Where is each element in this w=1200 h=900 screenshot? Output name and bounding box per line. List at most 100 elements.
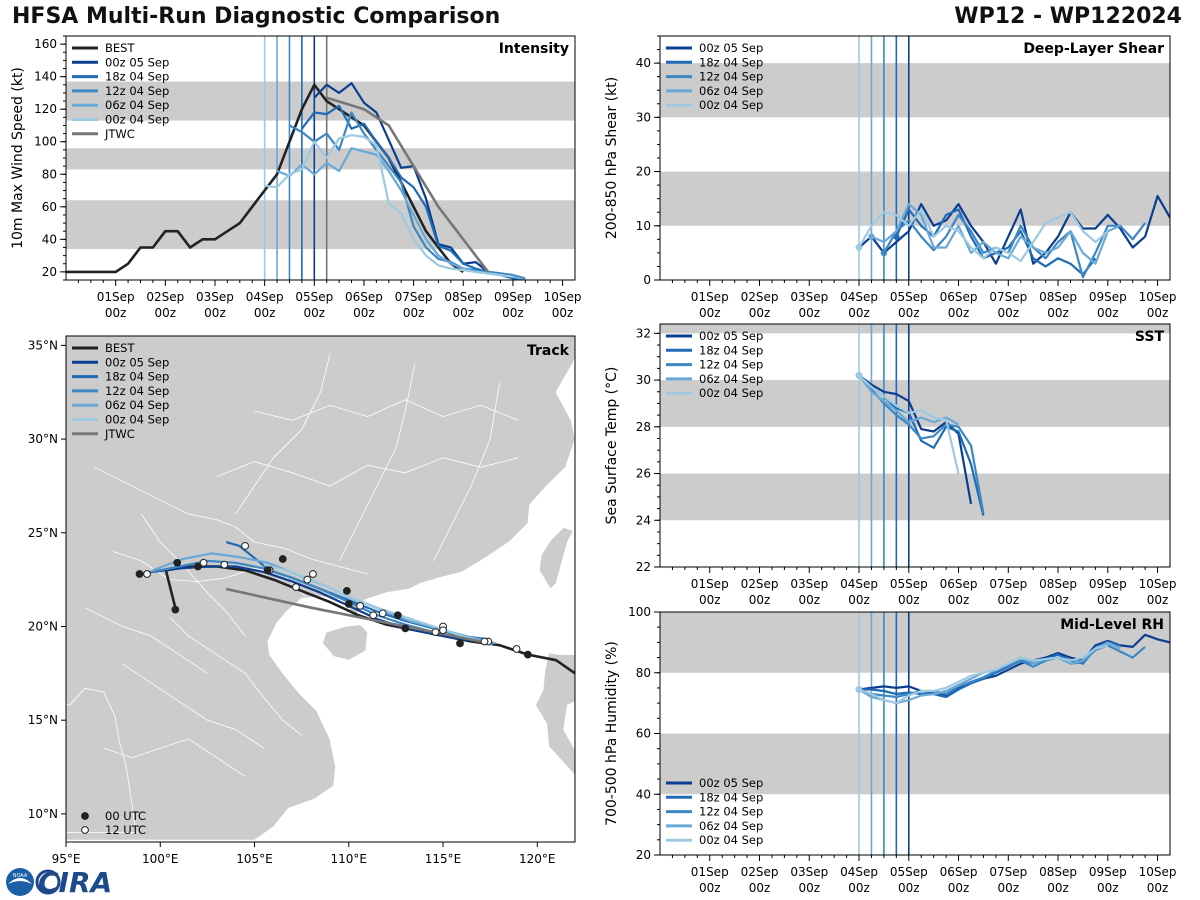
x-tick-label: 00z (749, 881, 771, 895)
x-tick-label: 00z (948, 306, 970, 320)
panel-title: Track (527, 343, 570, 359)
x-tick-label: 08Sep (444, 290, 482, 304)
track-point-00utc (171, 605, 180, 614)
marker-legend-label: 12 UTC (105, 823, 146, 837)
page-title: HFSA Multi-Run Diagnostic Comparison (12, 4, 501, 29)
x-tick-label: 01Sep (691, 290, 729, 304)
shaded-band (660, 733, 1170, 795)
y-tick-label: 20 (636, 848, 651, 862)
series-line-12z-04-sep (882, 213, 1146, 279)
y-tick-label: 32 (636, 326, 651, 340)
series-start-point (855, 686, 863, 693)
x-tick-label: 00z (948, 881, 970, 895)
admin-border (122, 663, 265, 749)
series-line-18z-04-sep (301, 104, 526, 280)
series-start-point (880, 249, 888, 257)
legend-label: 06z 04 Sep (105, 398, 169, 412)
x-tick-label: 00z (749, 306, 771, 320)
x-tick-label: 00z (105, 306, 127, 320)
y-tick-label: 60 (42, 200, 57, 214)
cira-logo-text: CIRA (38, 866, 112, 899)
y-axis-label: 700-500 hPa Humidity (%) (604, 641, 620, 826)
legend-label: 18z 04 Sep (105, 370, 169, 384)
legend-label: 06z 04 Sep (105, 98, 169, 112)
panel-title: Deep-Layer Shear (1023, 41, 1164, 57)
admin-border (84, 607, 208, 674)
y-tick-label: 40 (636, 56, 651, 70)
y-tick-label: 28 (636, 420, 651, 434)
hainan-land (321, 624, 369, 661)
x-tick-label: 00z (798, 593, 820, 607)
lon-tick-label: 100°E (142, 852, 179, 866)
admin-border (254, 399, 519, 421)
y-tick-label: 24 (636, 513, 651, 527)
mid-level-rh-chart: 20 40 60 80 100 01Sep 00z 02Sep 00z 03Sep 00z 04Sep… (604, 605, 1177, 895)
x-tick-label: 00z (1047, 593, 1069, 607)
legend-label: 00z 04 Sep (699, 98, 763, 112)
x-tick-label: 00z (552, 306, 574, 320)
cira-globe-icon (35, 869, 61, 895)
x-tick-label: 09Sep (1089, 290, 1127, 304)
legend-label: 00z 04 Sep (105, 113, 169, 127)
x-tick-label: 03Sep (790, 865, 828, 879)
x-tick-label: 04Sep (840, 577, 878, 591)
marker-legend-symbol (81, 826, 89, 834)
lat-tick-label: 25°N (28, 526, 58, 540)
taiwan-land (538, 526, 574, 590)
series-line-jtwc (326, 96, 490, 273)
lon-tick-label: 120°E (519, 852, 556, 866)
track-point-00utc (523, 650, 532, 659)
x-tick-label: 01Sep (97, 290, 135, 304)
legend-label: 18z 04 Sep (699, 790, 763, 804)
x-tick-label: 00z (304, 306, 326, 320)
track-point-12utc (431, 628, 440, 637)
admin-border (339, 364, 416, 562)
admin-border (235, 354, 331, 515)
track-point-00utc (263, 566, 272, 575)
noaa-bird-icon (8, 878, 32, 884)
legend-label: 00z 05 Sep (699, 329, 763, 343)
x-tick-label: 00z (998, 593, 1020, 607)
lat-tick-label: 30°N (28, 432, 58, 446)
x-tick-label: 02Sep (146, 290, 184, 304)
track-line-jtwc (225, 587, 481, 643)
legend-label: 06z 04 Sep (699, 372, 763, 386)
y-tick-label: 100 (34, 135, 57, 149)
x-tick-label: 00z (798, 881, 820, 895)
legend-label: 00z 05 Sep (699, 41, 763, 55)
track-point-00utc (344, 600, 353, 608)
y-tick-label: 40 (42, 232, 57, 246)
track-map: 95°E 100°E 105°E 110°E 115°E 120°E 10°N 15°N 20°… (28, 335, 576, 866)
series-start-point (855, 372, 863, 379)
x-tick-label: 01Sep (691, 577, 729, 591)
y-tick-label: 80 (636, 666, 651, 680)
x-tick-label: 07Sep (395, 290, 433, 304)
x-tick-label: 00z (1047, 306, 1069, 320)
legend-label: 12z 04 Sep (105, 384, 169, 398)
cira-logo: NOAA CIRA (6, 866, 112, 899)
track-point-12utc (143, 570, 151, 578)
legend-label: 06z 04 Sep (699, 84, 763, 98)
shaded-band (660, 63, 1170, 118)
lat-tick-label: 20°N (28, 619, 58, 633)
x-tick-label: 00z (1147, 593, 1169, 607)
x-tick-label: 00z (848, 306, 870, 320)
track-point-12utc (369, 611, 378, 620)
shaded-band (66, 200, 575, 250)
x-tick-label: 01Sep (691, 865, 729, 879)
track-point-00utc (342, 586, 351, 595)
x-tick-label: 10Sep (544, 290, 582, 304)
x-tick-label: 00z (749, 593, 771, 607)
x-tick-label: 00z (898, 306, 920, 320)
y-tick-label: 30 (636, 110, 651, 124)
x-tick-label: 10Sep (1139, 865, 1177, 879)
track-point-00utc (401, 624, 410, 633)
series-line-00z-04-sep (858, 644, 1109, 705)
x-tick-label: 00z (998, 306, 1020, 320)
legend-label: 12z 04 Sep (699, 70, 763, 84)
marker-legend-symbol (81, 812, 89, 820)
legend-label: 06z 04 Sep (699, 819, 763, 833)
series-line-00z-05-sep (858, 374, 973, 505)
series-line-00z-04-sep (858, 374, 960, 474)
